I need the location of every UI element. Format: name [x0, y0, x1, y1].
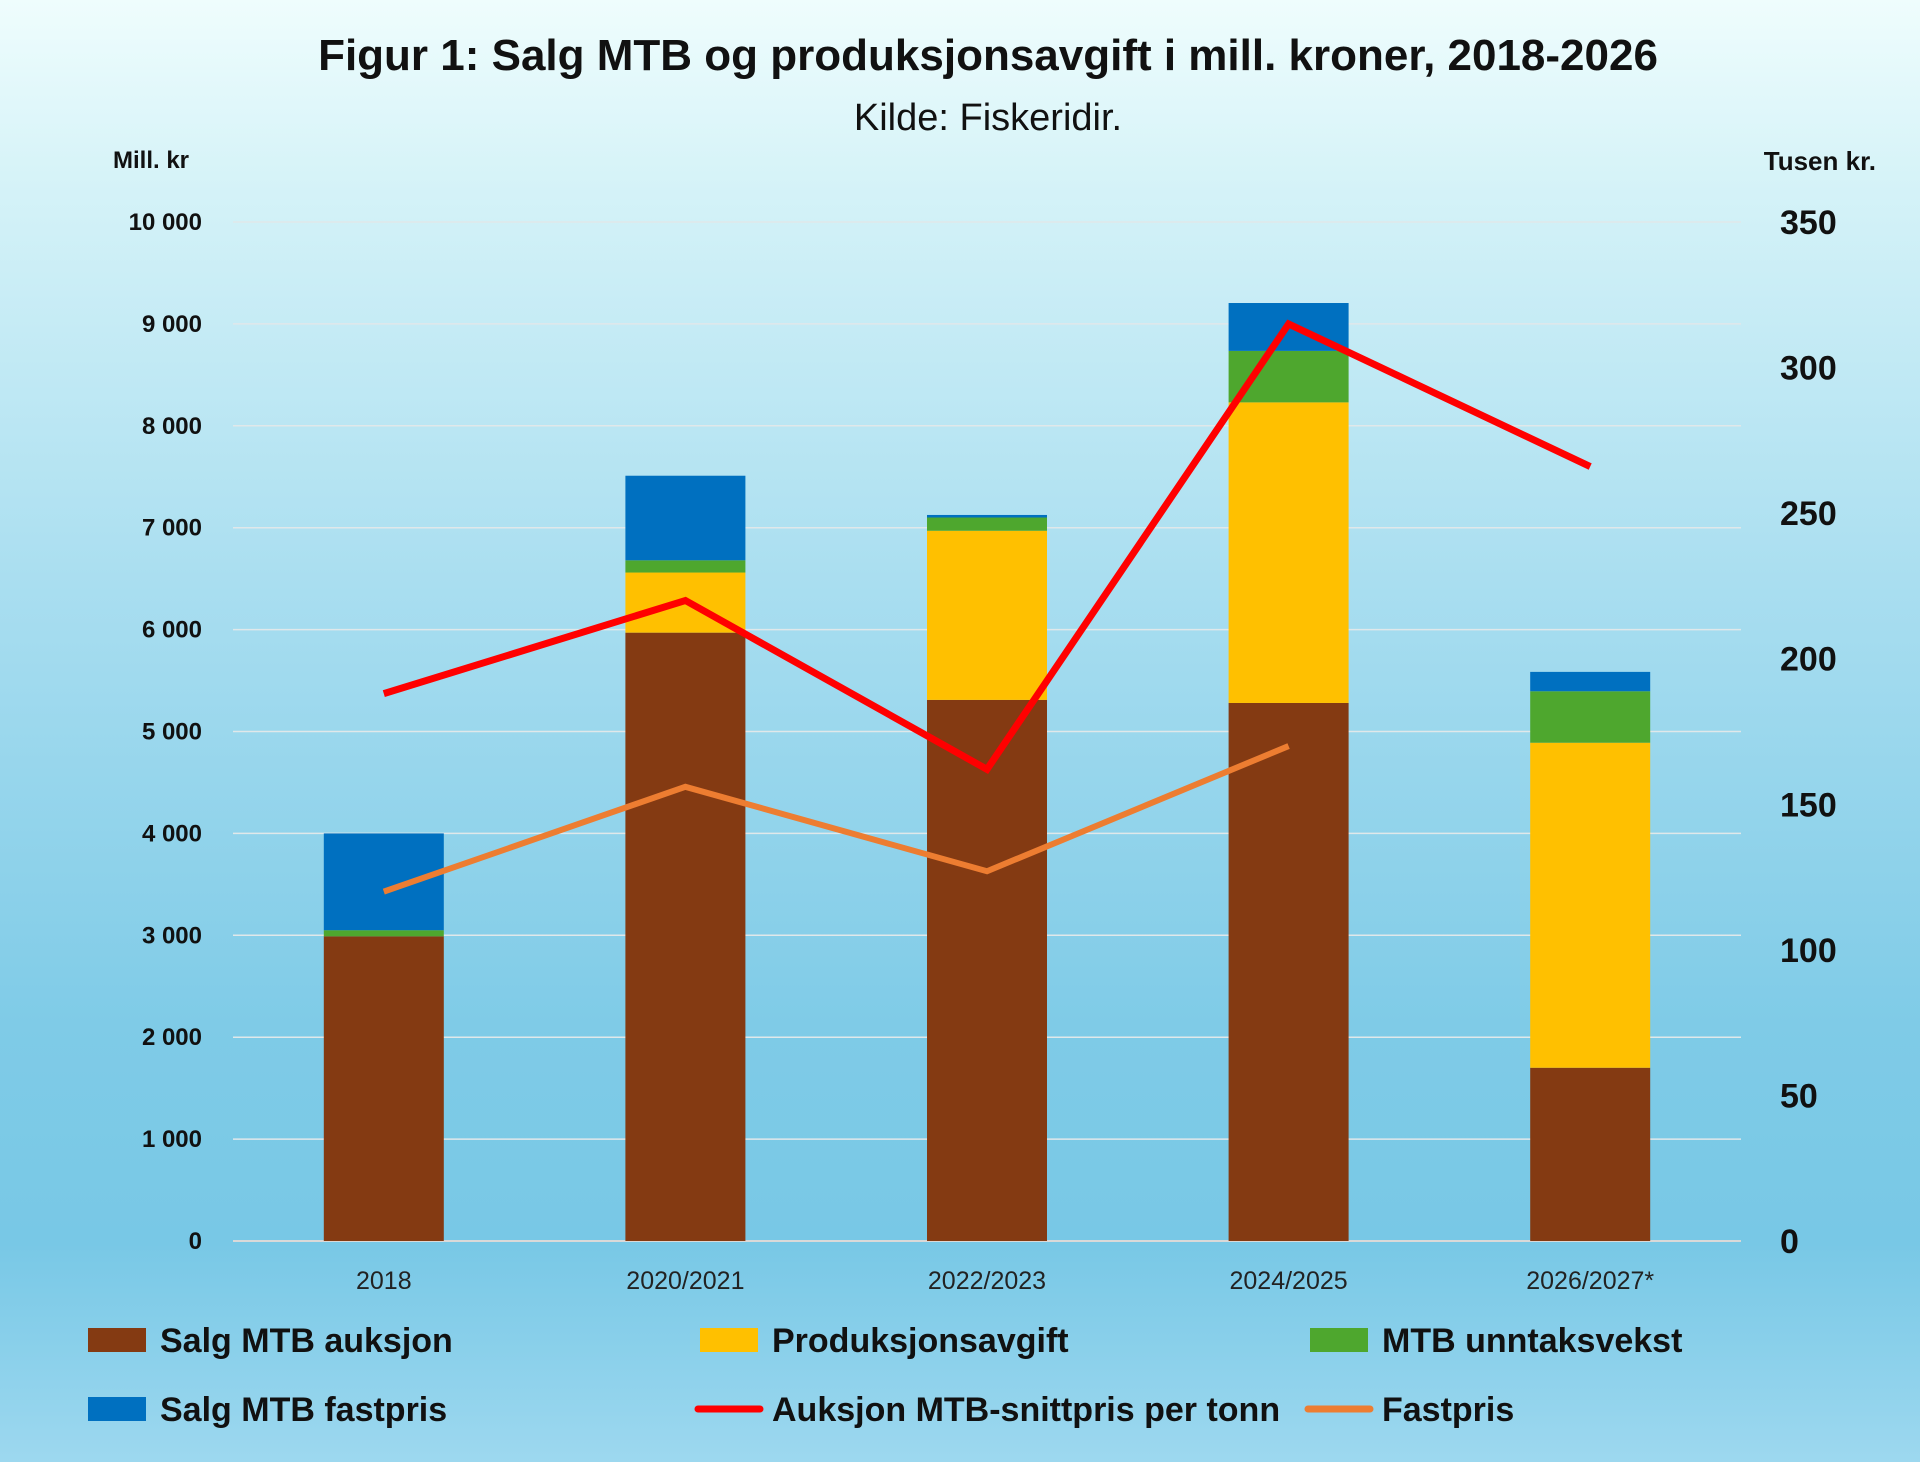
- y-tick-label: 7 000: [142, 515, 202, 542]
- legend-item: Fastpris: [1304, 1391, 1514, 1429]
- y-tick-label: 3 000: [142, 922, 202, 949]
- legend-label: Auksjon MTB-snittpris per tonn: [772, 1391, 1280, 1429]
- bar-segment: [323, 930, 444, 937]
- y2-tick-label: 200: [1780, 641, 1837, 679]
- y2-tick-label: 150: [1780, 786, 1837, 824]
- line-series: [382, 319, 1592, 774]
- bar-segment: [927, 530, 1047, 700]
- bar-segment: [1530, 691, 1651, 743]
- legend-label: Salg MTB fastpris: [160, 1391, 447, 1429]
- legend-label: Produksjonsavgift: [772, 1322, 1069, 1360]
- y2-tick-label: 0: [1780, 1223, 1799, 1261]
- y2-tick-label: 250: [1780, 495, 1837, 533]
- y-tick-label: 5 000: [142, 719, 202, 746]
- legend-label: Salg MTB auksjon: [160, 1322, 453, 1360]
- bar-segment: [927, 517, 1047, 531]
- legend-label: Fastpris: [1382, 1391, 1514, 1429]
- x-tick-label: 2022/2023: [928, 1267, 1046, 1295]
- y-tick-label: 10 000: [129, 209, 202, 236]
- y-tick-label: 0: [189, 1228, 202, 1255]
- bar-segment: [323, 936, 444, 1241]
- y-tick-label: 2 000: [142, 1024, 202, 1051]
- y-tick-label: 4 000: [142, 820, 202, 847]
- y-tick-label: 1 000: [142, 1126, 202, 1153]
- x-tick-label: 2026/2027*: [1526, 1267, 1654, 1295]
- bar-segment: [625, 632, 746, 1241]
- legend-swatch: [700, 1328, 758, 1352]
- bar-segment: [1530, 1067, 1651, 1241]
- legend-item: Produksjonsavgift: [700, 1322, 1069, 1360]
- line-series: [382, 743, 1290, 895]
- bar-segment: [927, 699, 1047, 1241]
- x-tick-label: 2020/2021: [626, 1267, 744, 1295]
- legend-swatch: [88, 1328, 146, 1352]
- y-tick-label: 6 000: [142, 617, 202, 644]
- bar-segment: [1228, 350, 1349, 403]
- bar-segment: [1228, 402, 1349, 703]
- x-tick-label: 2018: [356, 1267, 412, 1295]
- bar-segment: [1228, 702, 1349, 1241]
- chart-subtitle: Kilde: Fiskeridir.: [854, 97, 1122, 139]
- x-tick-label: 2024/2025: [1230, 1267, 1348, 1295]
- y2-tick-label: 350: [1780, 204, 1837, 242]
- y2-tick-label: 300: [1780, 350, 1837, 388]
- y2-axis-label: Tusen kr.: [1764, 146, 1876, 176]
- y-tick-label: 9 000: [142, 311, 202, 338]
- y2-tick-label: 50: [1780, 1077, 1818, 1115]
- legend-item: Auksjon MTB-snittpris per tonn: [694, 1391, 1280, 1429]
- y-axis-label: Mill. kr: [113, 147, 189, 174]
- legend-item: Salg MTB fastpris: [88, 1391, 447, 1429]
- y-tick-label: 8 000: [142, 413, 202, 440]
- chart-title: Figur 1: Salg MTB og produksjonsavgift i…: [318, 31, 1658, 80]
- legend-swatch: [88, 1397, 146, 1421]
- bar-segment: [625, 560, 746, 573]
- legend-item: Salg MTB auksjon: [88, 1322, 453, 1360]
- bar-segment: [1530, 742, 1651, 1068]
- y2-tick-label: 100: [1780, 932, 1837, 970]
- bar-segment: [625, 475, 746, 561]
- bar-segment: [323, 833, 444, 931]
- legend-item: MTB unntaksvekst: [1310, 1322, 1682, 1360]
- bar-segment: [1530, 671, 1651, 692]
- bar-segment: [927, 514, 1047, 518]
- legend-swatch: [1310, 1328, 1368, 1352]
- legend-label: MTB unntaksvekst: [1382, 1322, 1682, 1360]
